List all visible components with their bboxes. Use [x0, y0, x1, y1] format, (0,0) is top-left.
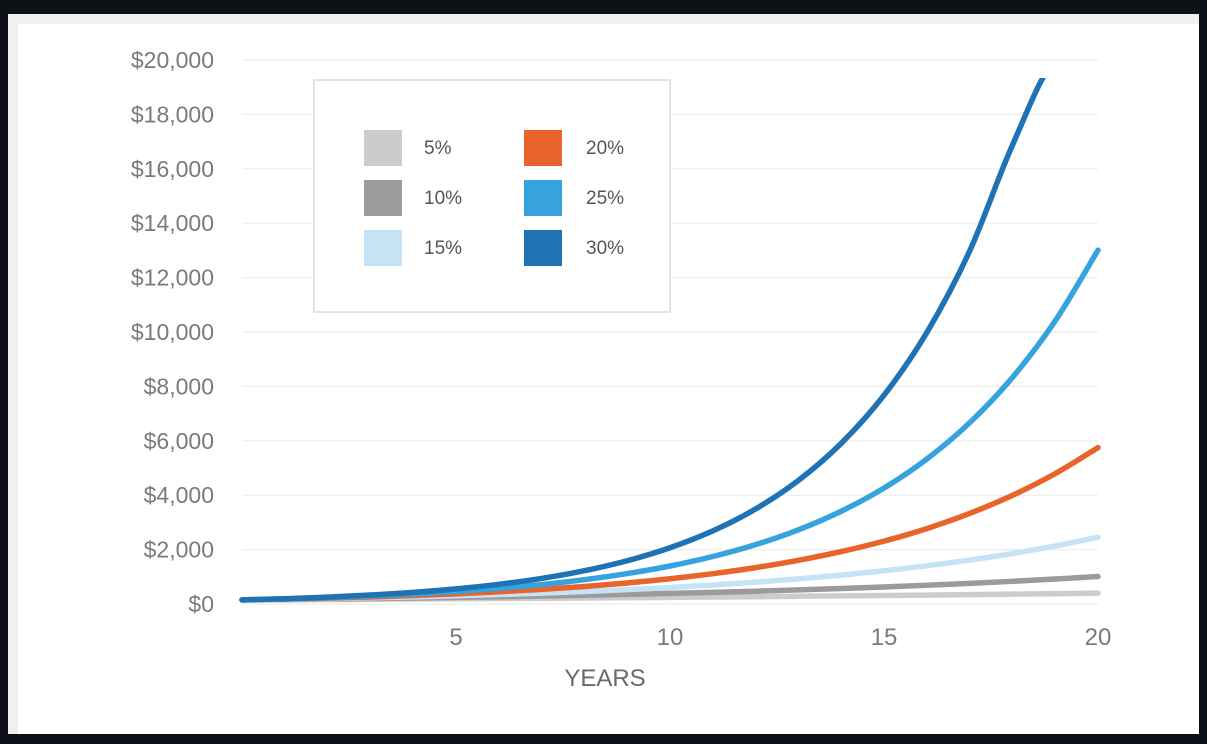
series-line-30pct — [239, 78, 1046, 603]
y-tick-label: $20,000 — [131, 47, 214, 73]
y-tick-label: $0 — [188, 591, 214, 617]
x-tick-label: 20 — [1085, 624, 1112, 651]
legend-swatch — [364, 130, 402, 166]
y-tick-label: $2,000 — [144, 537, 214, 563]
x-tick-label: 10 — [657, 624, 684, 651]
x-tick-label: 5 — [449, 624, 462, 651]
legend-label: 30% — [586, 238, 624, 259]
y-tick-label: $8,000 — [144, 373, 214, 399]
series-line-20pct — [239, 444, 1101, 603]
legend-label: 20% — [586, 138, 624, 159]
series-lines — [239, 78, 1101, 603]
chart-frame: $0 $2,000 $4,000 $6,000 $8,000 $10,000 $12,000… — [8, 14, 1199, 734]
legend-swatch — [524, 130, 562, 166]
legend-label: 5% — [424, 138, 452, 159]
x-axis-label: YEARS — [564, 665, 645, 692]
y-tick-label: $14,000 — [131, 210, 214, 236]
chart-card: $0 $2,000 $4,000 $6,000 $8,000 $10,000 $12,000… — [18, 24, 1199, 734]
y-tick-label: $16,000 — [131, 156, 214, 182]
x-axis-ticks: 5 10 15 20 — [449, 624, 1111, 651]
legend: 5% 10% 15% 20% 25% 30% — [313, 79, 671, 313]
legend-swatch — [364, 230, 402, 266]
legend-swatch — [524, 180, 562, 216]
y-tick-label: $18,000 — [131, 101, 214, 127]
y-tick-label: $6,000 — [144, 428, 214, 454]
x-tick-label: 15 — [871, 624, 898, 651]
y-axis-ticks: $0 $2,000 $4,000 $6,000 $8,000 $10,000 $12,000… — [131, 47, 214, 617]
line-chart: $0 $2,000 $4,000 $6,000 $8,000 $10,000 $12,000… — [131, 47, 1111, 692]
legend-label: 10% — [424, 188, 462, 209]
y-tick-label: $4,000 — [144, 482, 214, 508]
legend-swatch — [524, 230, 562, 266]
legend-label: 15% — [424, 238, 462, 259]
legend-swatch — [364, 180, 402, 216]
y-tick-label: $12,000 — [131, 265, 214, 291]
y-tick-label: $10,000 — [131, 319, 214, 345]
legend-label: 25% — [586, 188, 624, 209]
